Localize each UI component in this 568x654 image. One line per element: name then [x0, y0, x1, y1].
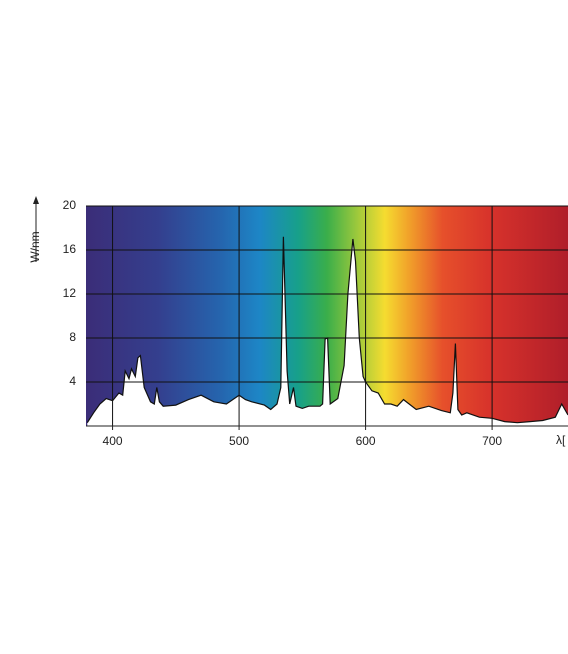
spectrum-line [86, 236, 568, 424]
x-tick-label: 700 [482, 434, 502, 448]
area-under-curve [87, 236, 568, 426]
y-tick-label: 4 [69, 374, 76, 388]
x-tick-label: 600 [356, 434, 376, 448]
x-tick-label: 400 [103, 434, 123, 448]
y-tick-label: 8 [69, 330, 76, 344]
y-arrowhead [33, 196, 39, 204]
y-tick-label: 12 [63, 286, 77, 300]
y-tick-label: 16 [63, 242, 77, 256]
x-tick-label: 500 [229, 434, 249, 448]
y-tick-label: 20 [63, 198, 77, 212]
y-axis-label: W/nm [28, 231, 42, 262]
x-axis-label: λ[ [556, 433, 566, 447]
